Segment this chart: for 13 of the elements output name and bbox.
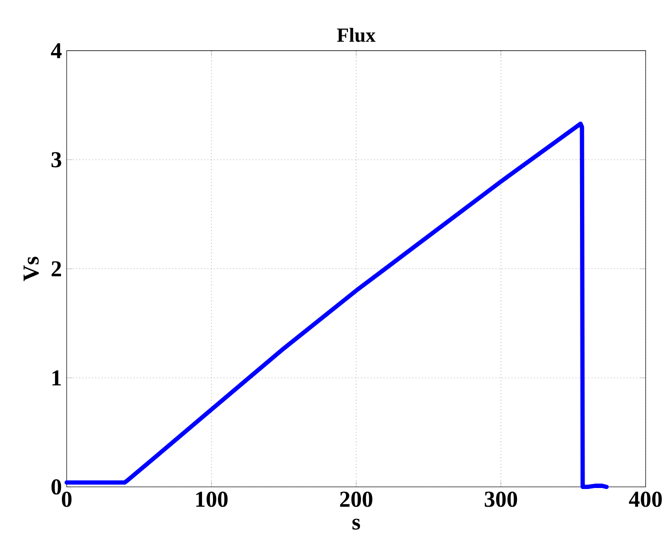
y-tick-label: 3 xyxy=(52,152,62,168)
y-tick-label: 2 xyxy=(52,261,62,276)
y-tick-label: 4 xyxy=(50,43,62,58)
x-axis-title: s xyxy=(352,518,360,530)
y-axis-title: Vs xyxy=(24,256,39,282)
x-tick-label: 300 xyxy=(484,491,518,507)
chart-title: Flux xyxy=(337,28,376,42)
y-tick-label: 0 xyxy=(52,479,62,494)
x-tick-label: 200 xyxy=(340,491,372,507)
x-tick-label: 400 xyxy=(628,491,662,507)
x-tick-label: 100 xyxy=(196,491,228,507)
x-tick-label: 0 xyxy=(62,491,72,507)
y-tick-label: 1 xyxy=(52,370,61,386)
